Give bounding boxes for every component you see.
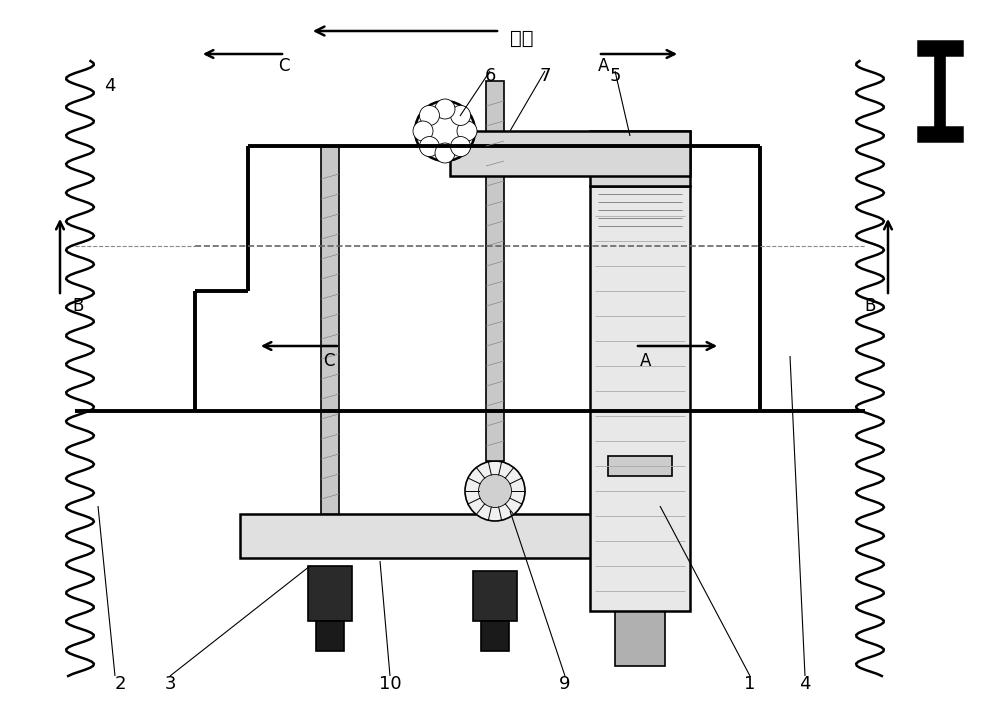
Text: C: C (278, 57, 290, 75)
Bar (918, 127, 962, 141)
Bar (590, 186, 690, 611)
Bar (481, 621, 509, 651)
Bar (935, 55, 945, 127)
Text: 1: 1 (744, 675, 756, 693)
Text: B: B (72, 297, 83, 315)
Circle shape (419, 105, 439, 126)
Bar (608, 456, 672, 476)
Circle shape (415, 101, 475, 161)
Bar (486, 81, 504, 461)
Circle shape (465, 461, 525, 521)
Circle shape (479, 474, 512, 508)
Text: 5: 5 (609, 67, 621, 85)
Bar (615, 611, 665, 666)
Text: B: B (865, 297, 876, 315)
Text: A: A (598, 57, 609, 75)
Bar (240, 514, 685, 558)
Bar (450, 131, 690, 176)
Circle shape (457, 121, 477, 141)
Bar (590, 131, 690, 186)
Text: 来流: 来流 (510, 28, 534, 47)
Bar (316, 621, 344, 651)
Circle shape (435, 143, 455, 163)
Text: 3: 3 (164, 675, 176, 693)
Bar (321, 146, 339, 514)
Circle shape (451, 136, 471, 157)
Text: 7: 7 (539, 67, 551, 85)
Text: 6: 6 (484, 67, 496, 85)
Bar (308, 566, 352, 621)
Bar (473, 571, 517, 621)
Text: 2: 2 (114, 675, 126, 693)
Text: 4: 4 (799, 675, 811, 693)
Circle shape (451, 105, 471, 126)
Text: 9: 9 (559, 675, 571, 693)
Text: 10: 10 (379, 675, 401, 693)
Circle shape (413, 121, 433, 141)
Bar (918, 41, 962, 55)
Circle shape (419, 136, 439, 157)
Circle shape (435, 99, 455, 119)
Text: C: C (324, 352, 335, 370)
Text: 4: 4 (104, 77, 116, 95)
Text: A: A (640, 352, 651, 370)
